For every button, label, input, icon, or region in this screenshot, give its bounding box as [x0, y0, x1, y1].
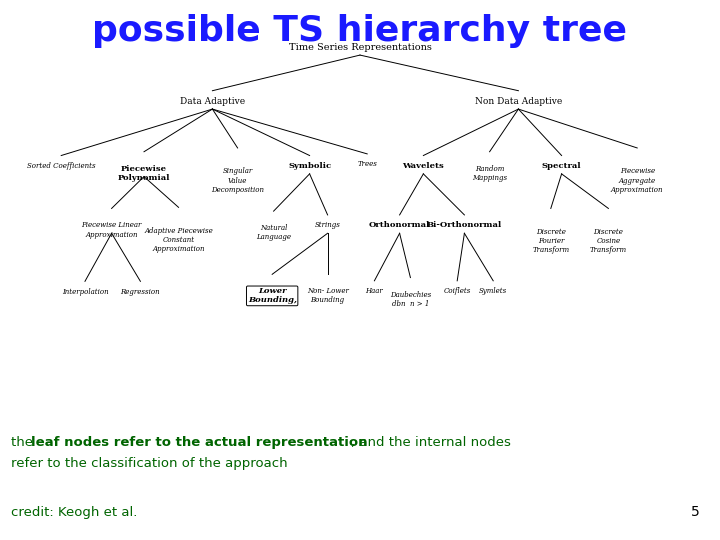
Text: Discrete
Fourier
Transform: Discrete Fourier Transform — [532, 228, 570, 254]
Text: Symbolic: Symbolic — [288, 162, 331, 170]
Text: Bi-Orthonormal: Bi-Orthonormal — [427, 221, 502, 229]
Text: Non- Lower
Bounding: Non- Lower Bounding — [307, 287, 348, 305]
Text: Random
Mappings: Random Mappings — [472, 165, 507, 182]
Text: the: the — [11, 436, 37, 449]
Text: Adaptive Piecewise
Constant
Approximation: Adaptive Piecewise Constant Approximatio… — [144, 227, 213, 253]
Text: Regression: Regression — [120, 288, 161, 296]
Text: Strings: Strings — [315, 221, 341, 229]
Text: Piecewise
Aggregate
Approximation: Piecewise Aggregate Approximation — [611, 167, 663, 194]
Text: Orthonormal: Orthonormal — [369, 221, 431, 229]
Text: 5: 5 — [691, 505, 700, 519]
Text: Interpolation: Interpolation — [62, 288, 108, 296]
Text: Discrete
Cosine
Transform: Discrete Cosine Transform — [590, 228, 627, 254]
Text: leaf nodes refer to the actual representation: leaf nodes refer to the actual represent… — [31, 436, 367, 449]
Text: Coiflets: Coiflets — [444, 287, 471, 295]
Text: Trees: Trees — [357, 160, 377, 168]
Text: Data Adaptive: Data Adaptive — [180, 97, 245, 106]
Text: possible TS hierarchy tree: possible TS hierarchy tree — [92, 14, 628, 48]
Text: refer to the classification of the approach: refer to the classification of the appro… — [11, 457, 287, 470]
Text: Singular
Value
Decomposition: Singular Value Decomposition — [211, 167, 264, 194]
Text: Lower
Bounding,: Lower Bounding, — [248, 287, 297, 305]
Text: Symlets: Symlets — [479, 287, 508, 295]
Text: Piecewise
Polynomial: Piecewise Polynomial — [118, 165, 170, 182]
Text: Spectral: Spectral — [541, 162, 582, 170]
Text: Haar: Haar — [366, 287, 383, 295]
Text: Natural
Language: Natural Language — [256, 224, 291, 241]
Text: Non Data Adaptive: Non Data Adaptive — [474, 97, 562, 106]
Text: Daubechies
dbn  n > 1: Daubechies dbn n > 1 — [390, 291, 431, 308]
Text: Time Series Representations: Time Series Representations — [289, 43, 431, 52]
Text: Piecewise Linear
Approximation: Piecewise Linear Approximation — [81, 221, 142, 239]
Text: Wavelets: Wavelets — [402, 162, 444, 170]
Text: credit: Keogh et al.: credit: Keogh et al. — [11, 507, 138, 519]
Text: Sorted Coefficients: Sorted Coefficients — [27, 162, 96, 170]
Text: , and the internal nodes: , and the internal nodes — [351, 436, 511, 449]
